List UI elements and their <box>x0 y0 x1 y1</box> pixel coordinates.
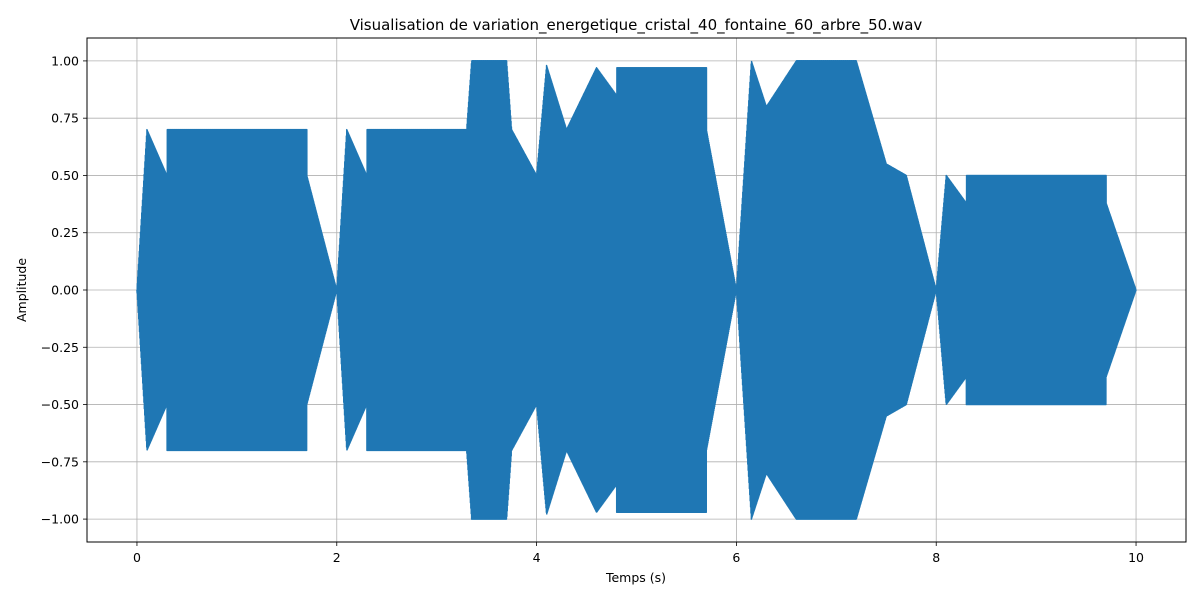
x-tick-label: 0 <box>133 550 141 565</box>
x-tick-label: 6 <box>732 550 740 565</box>
x-tick-label: 2 <box>333 550 341 565</box>
x-tick-label: 4 <box>533 550 541 565</box>
x-tick-label: 8 <box>932 550 940 565</box>
chart-title: Visualisation de variation_energetique_c… <box>350 16 923 35</box>
y-tick-label: −0.75 <box>41 454 79 469</box>
y-tick-label: −0.50 <box>41 397 79 412</box>
y-tick-label: −1.00 <box>41 512 79 527</box>
x-tick-label: 10 <box>1128 550 1144 565</box>
x-axis-label: Temps (s) <box>605 570 666 585</box>
waveform-line <box>136 60 1137 520</box>
y-axis-label: Amplitude <box>14 258 29 322</box>
y-axis: −1.00 −0.75 −0.50 −0.25 0.00 0.25 0.50 0.75 1.00 <box>41 53 87 527</box>
y-tick-label: 0.00 <box>51 283 79 298</box>
y-tick-label: 0.50 <box>51 168 79 183</box>
y-tick-label: 1.00 <box>51 53 79 68</box>
y-tick-label: 0.75 <box>51 111 79 126</box>
y-tick-label: 0.25 <box>51 225 79 240</box>
x-axis: 0 2 4 6 8 10 <box>133 542 1144 565</box>
waveform-series <box>136 60 1137 520</box>
y-tick-label: −0.25 <box>41 340 79 355</box>
